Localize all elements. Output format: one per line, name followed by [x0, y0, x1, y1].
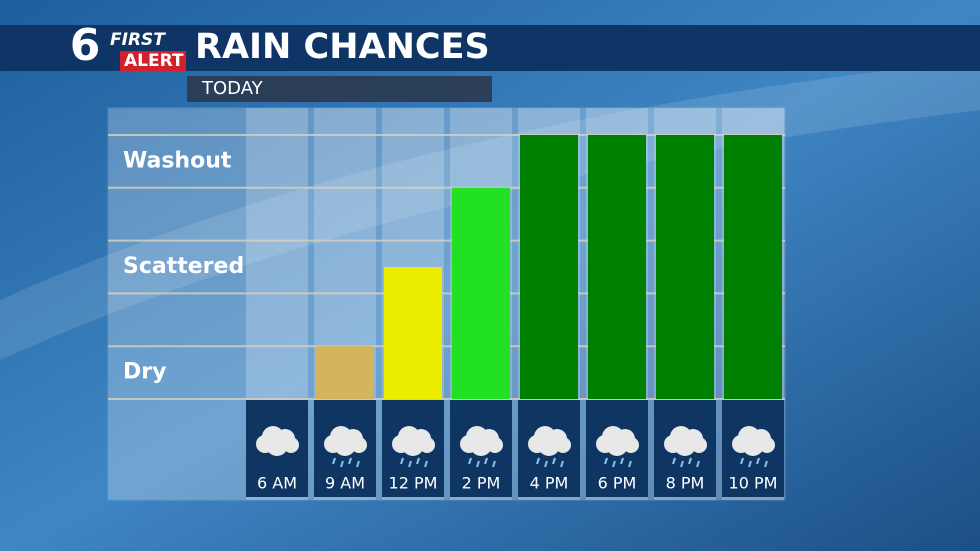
rain-drop — [536, 457, 540, 465]
rain-drop — [408, 460, 412, 468]
rain-drop — [544, 460, 548, 468]
rain-drop — [400, 457, 404, 465]
x-tick-label: 9 AM — [325, 474, 365, 493]
cloud-icon — [674, 434, 696, 456]
cloud-icon — [538, 434, 560, 456]
x-tick-label: 2 PM — [462, 474, 501, 493]
logo-box-red — [120, 51, 186, 71]
bar — [520, 135, 578, 399]
rain-drop — [424, 460, 428, 468]
logo-number: 6 — [70, 20, 101, 71]
y-tick-label: Scattered — [123, 254, 244, 279]
rain-drop — [672, 457, 676, 465]
rain-drop — [552, 457, 556, 465]
rain-drop — [620, 457, 624, 465]
rain-drop — [764, 460, 768, 468]
chart-subtitle: TODAY — [201, 78, 264, 99]
bar — [656, 135, 714, 399]
cloud-icon — [470, 434, 492, 456]
bar — [588, 135, 646, 399]
x-tick-label: 6 PM — [598, 474, 637, 493]
y-tick-label: Washout — [123, 148, 232, 173]
rain-drop — [340, 460, 344, 468]
rain-drop — [628, 460, 632, 468]
rain-drop — [740, 457, 744, 465]
rain-drop — [476, 460, 480, 468]
cloud-icon — [266, 434, 288, 456]
rain-drop — [416, 457, 420, 465]
subtitle-bar — [187, 76, 492, 102]
rain-drop — [696, 460, 700, 468]
x-tick-label: 12 PM — [389, 474, 438, 493]
logo-box — [108, 30, 170, 50]
rain-drop — [332, 457, 336, 465]
x-tick-label: 6 AM — [257, 474, 297, 493]
rain-drop — [688, 457, 692, 465]
bar — [724, 135, 782, 399]
rain-drop — [680, 460, 684, 468]
x-tick-label: 4 PM — [530, 474, 569, 493]
bar — [316, 346, 374, 399]
rain-drop — [612, 460, 616, 468]
logo-line2: ALERT — [124, 51, 184, 71]
rain-drop — [356, 460, 360, 468]
rain-drop — [468, 457, 472, 465]
y-tick-label: Dry — [123, 360, 166, 385]
cloud-icon — [402, 434, 424, 456]
rain-drop — [560, 460, 564, 468]
rain-drop — [748, 460, 752, 468]
cloud-icon — [606, 434, 628, 456]
x-tick-label: 8 PM — [666, 474, 705, 493]
cloud-icon — [742, 434, 764, 456]
rain-drop — [756, 457, 760, 465]
bar — [384, 267, 442, 399]
chart-title: RAIN CHANCES — [195, 27, 490, 67]
logo-line1: FIRST — [110, 30, 166, 50]
rain-drop — [484, 457, 488, 465]
x-tick-label: 10 PM — [729, 474, 778, 493]
cloud-icon — [334, 434, 356, 456]
rain-drop — [348, 457, 352, 465]
bar — [452, 187, 510, 399]
rain-drop — [604, 457, 608, 465]
rain-drop — [492, 460, 496, 468]
